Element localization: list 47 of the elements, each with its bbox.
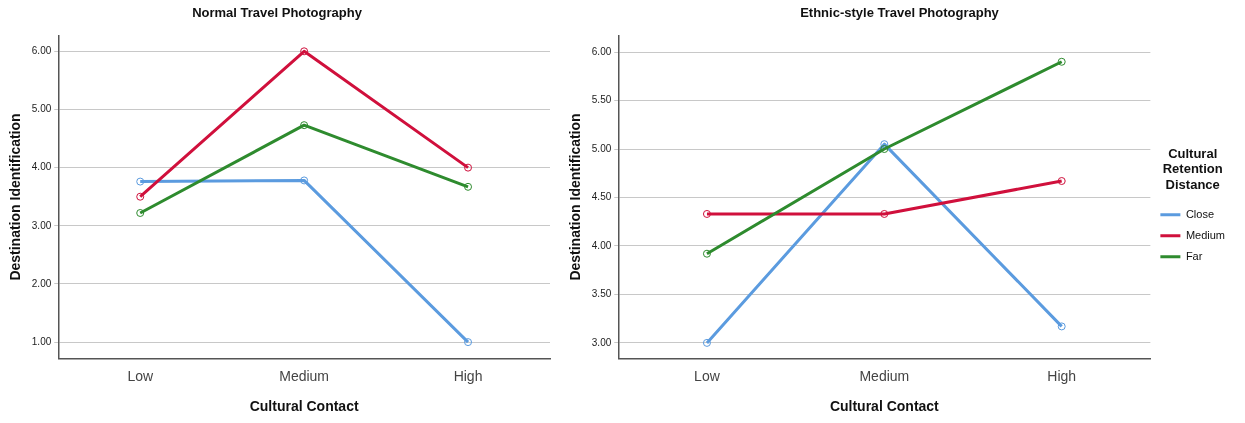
x-axis-title: Cultural Contact (829, 398, 940, 415)
y-tick-label: 2.00 (31, 277, 52, 289)
y-tick-label: 5.50 (591, 94, 612, 106)
x-tick-label: Low (127, 367, 154, 384)
point (702, 249, 711, 258)
point (464, 163, 473, 172)
y-tick-label: 5.00 (31, 103, 52, 115)
y-tick-label: 3.50 (591, 288, 612, 300)
x-tick-label: High (453, 367, 483, 384)
point (300, 176, 309, 185)
y-tick-label: 4.50 (591, 191, 612, 203)
y-tick-label: 1.00 (31, 335, 52, 347)
point (880, 209, 889, 218)
y-tick-label: 4.00 (591, 239, 612, 251)
y-axis-title: Destination Identification (567, 113, 584, 281)
legend-label: Far (1185, 249, 1203, 262)
y-axis-title: Destination Identification (7, 113, 24, 281)
point (464, 182, 473, 191)
chart-title: Ethnic-style Travel Photography (800, 5, 1000, 21)
y-tick-label: 3.00 (591, 336, 612, 348)
x-tick-label: Medium (279, 367, 330, 384)
legend-title: Cultural Retention Distance (1162, 145, 1223, 192)
point (1057, 177, 1066, 186)
point (702, 338, 711, 347)
y-tick-label: 4.00 (31, 161, 52, 173)
legend-label: Close (1185, 207, 1214, 220)
point (1057, 322, 1066, 331)
point (300, 121, 309, 130)
x-tick-label: Low (694, 367, 721, 384)
point (136, 209, 145, 217)
y-tick-label: 5.00 (591, 142, 612, 154)
y-tick-label: 3.00 (31, 219, 52, 231)
y-tick-label: 6.00 (591, 45, 612, 57)
x-tick-label: Medium (859, 367, 910, 384)
point (300, 47, 309, 56)
point (1057, 57, 1066, 66)
chart-title: Normal Travel Photography (192, 5, 363, 21)
point (136, 192, 145, 201)
x-axis-title: Cultural Contact (249, 398, 359, 415)
legend-label: Medium (1185, 228, 1225, 241)
point (136, 177, 145, 186)
x-tick-label: High (1047, 367, 1077, 384)
point (702, 209, 711, 218)
y-tick-label: 6.00 (31, 45, 52, 57)
point (464, 338, 473, 347)
point (880, 140, 889, 149)
point (880, 145, 889, 154)
